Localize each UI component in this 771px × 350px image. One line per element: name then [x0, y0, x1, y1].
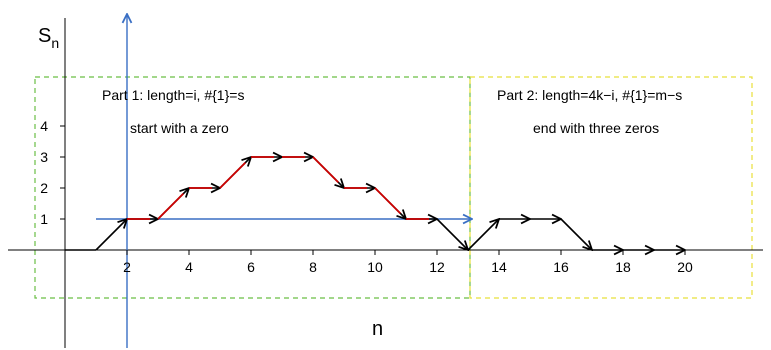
highlight-step: [312, 156, 339, 183]
part1-title: Part 1: length=i, #{1}=s: [102, 87, 244, 103]
part2-subtitle: end with three zeros: [533, 120, 659, 136]
y-axis-title: Sn: [38, 25, 59, 51]
x-tick-label: 20: [677, 259, 693, 275]
y-tick-label: 4: [40, 118, 48, 134]
x-axis-title: n: [372, 318, 383, 340]
x-tick-label: 4: [185, 259, 193, 275]
y-tick-label: 2: [40, 180, 48, 196]
x-ticks: 2 4 6 8 10 12 14 16 18 20: [123, 250, 693, 275]
path-step: [436, 218, 468, 250]
x-tick-label: 6: [247, 259, 255, 275]
y-tick-label: 1: [40, 211, 48, 227]
highlight-step: [374, 187, 401, 214]
x-tick-label: 18: [615, 259, 631, 275]
x-tick-label: 8: [309, 259, 317, 275]
path-step: [95, 219, 127, 251]
part2-title: Part 2: length=4k−i, #{1}=m−s: [497, 87, 682, 103]
path-step: [467, 219, 499, 251]
part1-subtitle: start with a zero: [130, 120, 229, 136]
y-ticks: 1 2 3 4: [40, 118, 65, 227]
x-tick-label: 16: [553, 259, 569, 275]
part2-box: [469, 76, 753, 299]
x-tick-label: 2: [123, 259, 131, 275]
x-tick-label: 10: [367, 259, 383, 275]
highlight-step: [157, 193, 184, 220]
x-tick-label: 12: [429, 259, 445, 275]
y-tick-label: 3: [40, 149, 48, 165]
part1-box: [34, 76, 471, 299]
highlight-step: [219, 162, 246, 189]
path-step: [560, 218, 592, 250]
lattice-path: [65, 157, 685, 250]
x-tick-label: 14: [491, 259, 507, 275]
